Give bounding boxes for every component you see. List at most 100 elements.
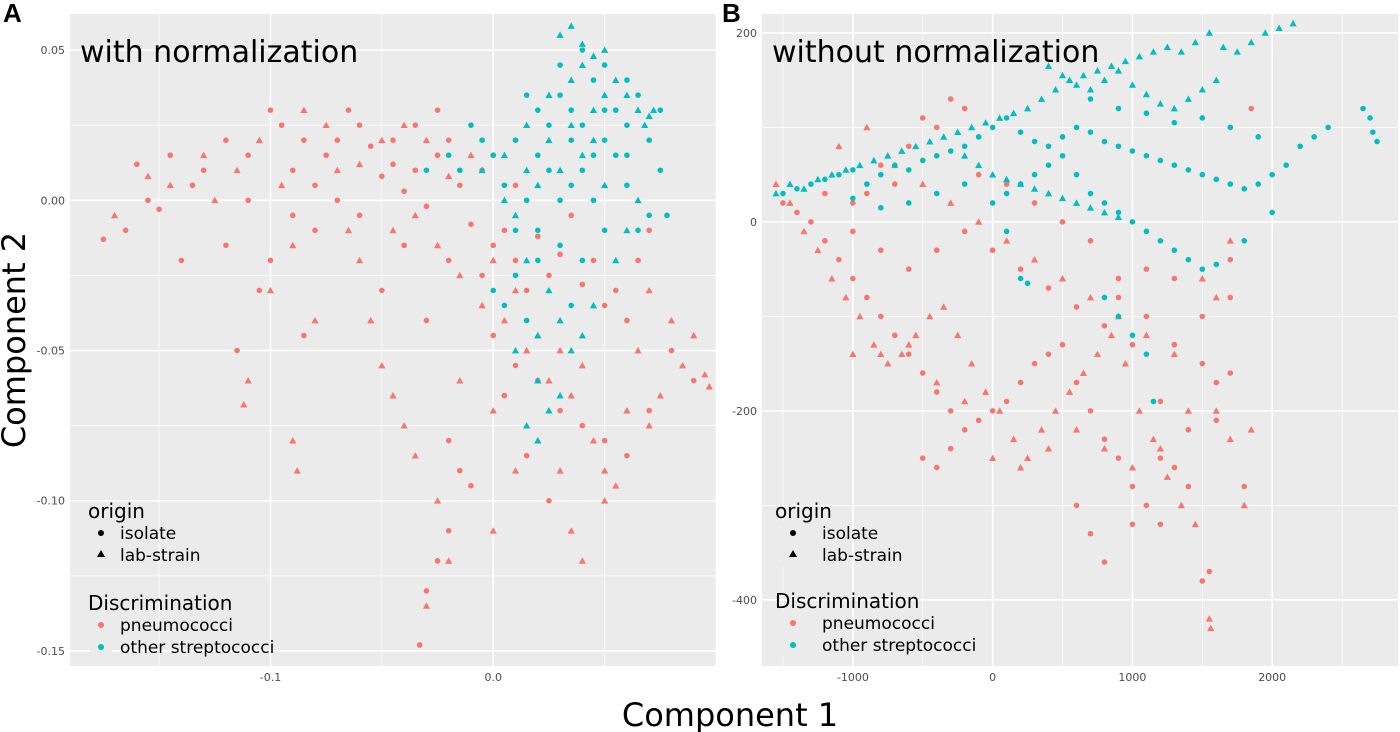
panel-b-point-s2-37 bbox=[1297, 143, 1303, 150]
panel-b-point-s2-74 bbox=[1241, 237, 1248, 244]
panel-b-point-s0-6 bbox=[864, 294, 870, 301]
panel-b-point-s1-3 bbox=[814, 246, 822, 254]
panel-a-point-s2-46 bbox=[512, 227, 519, 234]
panel-a-ytick-label-1: 0.00 bbox=[41, 194, 66, 207]
panel-b-point-s0-16 bbox=[1003, 398, 1010, 405]
panel-b-point-s3-38 bbox=[1044, 62, 1053, 69]
panel-a-point-s0-33 bbox=[546, 272, 552, 279]
panel-a-point-s0-19 bbox=[390, 161, 396, 168]
panel-a-point-s1-63 bbox=[355, 256, 364, 264]
panel-b-point-s1-7 bbox=[870, 341, 878, 348]
panel-b-point-s2-34 bbox=[1255, 181, 1262, 187]
panel-b-point-s3-57 bbox=[1044, 189, 1053, 197]
panel-b-point-s2-25 bbox=[1129, 148, 1136, 154]
panel-b-point-s1-30 bbox=[1191, 520, 1199, 528]
panel-a-point-s3-33 bbox=[578, 331, 586, 339]
panel-a-point-s1-59 bbox=[601, 497, 609, 504]
panel-b-point-s0-25 bbox=[1129, 483, 1136, 490]
panel-b-point-s1-37 bbox=[835, 142, 843, 150]
panel-a-point-s3-3 bbox=[589, 52, 598, 59]
panel-a-point-s3-30 bbox=[534, 437, 542, 444]
panel-a-point-s1-13 bbox=[355, 160, 364, 168]
panel-b-legend-pneumococci-label: pneumococci bbox=[822, 614, 935, 634]
panel-b-point-s0-17 bbox=[1017, 379, 1024, 386]
panel-b-point-s2-45 bbox=[1003, 190, 1010, 197]
panel-a-point-s0-85 bbox=[479, 272, 485, 279]
panel-a-point-s1-1 bbox=[144, 172, 152, 180]
panel-b-point-s1-28 bbox=[1163, 473, 1171, 480]
panel-b-point-s1-19 bbox=[1037, 426, 1046, 433]
panel-a-point-s1-23 bbox=[478, 301, 486, 309]
panel-b-point-s2-78 bbox=[1199, 115, 1206, 121]
panel-a-point-s0-4 bbox=[178, 257, 185, 264]
panel-b-point-s3-54 bbox=[1003, 175, 1011, 183]
panel-a-point-s2-43 bbox=[579, 167, 586, 174]
panel-a-point-s2-41 bbox=[534, 152, 541, 159]
panel-b-point-s0-51 bbox=[1003, 181, 1010, 187]
panel-a-point-s3-27 bbox=[534, 376, 542, 384]
panel-a-point-s0-66 bbox=[546, 497, 552, 504]
panel-a-point-s2-4 bbox=[579, 122, 586, 128]
panel-b-legend-other-label: other streptococci bbox=[822, 636, 976, 656]
panel-b-point-s2-75 bbox=[1269, 209, 1275, 216]
panel-a-point-s0-80 bbox=[434, 107, 441, 113]
panel-a-point-s0-61 bbox=[423, 588, 430, 594]
panel-b-point-s2-63 bbox=[1129, 332, 1136, 339]
panel-b-point-s2-55 bbox=[1143, 228, 1150, 235]
panel-b-point-s0-52 bbox=[1031, 200, 1038, 206]
panel-b-point-s1-43 bbox=[1003, 237, 1011, 244]
panel-b-point-s0-54 bbox=[1087, 237, 1094, 244]
panel-a-ytick-label-4: -0.15 bbox=[37, 645, 65, 658]
panel-a-ytick-label-0: 0.05 bbox=[41, 44, 66, 57]
panel-b-xtick-label-1: 0 bbox=[989, 671, 996, 684]
panel-a-point-s2-0 bbox=[512, 137, 519, 143]
panel-a-point-s1-10 bbox=[322, 121, 330, 129]
panel-a-point-s1-65 bbox=[656, 391, 664, 399]
panel-a-tick-labels: -0.1 0.0 0.05 0.00 -0.05 -0.10 -0.15 bbox=[37, 44, 502, 684]
panel-b-point-s0-78 bbox=[1171, 275, 1178, 282]
panel-b-point-s0-42 bbox=[905, 143, 912, 150]
panel-b-point-s1-40 bbox=[919, 180, 927, 187]
panel-b-point-s3-2 bbox=[800, 185, 808, 192]
panel-b-point-s1-2 bbox=[800, 227, 808, 235]
panel-a-point-s1-58 bbox=[567, 527, 575, 534]
panel-a-point-s0-60 bbox=[434, 558, 441, 564]
panel-b-point-s2-59 bbox=[1199, 266, 1206, 272]
panel-b-point-s0-35 bbox=[1199, 578, 1206, 584]
panel-b-point-s2-70 bbox=[933, 190, 940, 197]
panel-a-point-s3-5 bbox=[578, 61, 586, 68]
panel-a-point-s3-37 bbox=[634, 196, 642, 204]
panel-a-point-s0-16 bbox=[356, 122, 363, 128]
panel-b-point-s0-38 bbox=[933, 464, 940, 471]
panel-b-point-s2-8 bbox=[891, 162, 898, 168]
panel-a-point-s0-36 bbox=[579, 281, 586, 288]
panel-a-point-s1-37 bbox=[634, 346, 642, 354]
panel-a-point-s2-51 bbox=[445, 152, 452, 159]
panel-a-point-s2-32 bbox=[457, 167, 463, 174]
panel-b-point-s2-16 bbox=[1003, 115, 1010, 121]
panel-a-point-s0-84 bbox=[512, 182, 519, 189]
panel-a-point-s3-26 bbox=[511, 346, 520, 354]
panel-b-legend-lab-strain-label: lab-strain bbox=[822, 546, 903, 566]
panel-b-point-s0-43 bbox=[933, 124, 940, 131]
panel-a-point-s3-22 bbox=[523, 256, 531, 264]
panel-a-point-s0-14 bbox=[334, 137, 341, 143]
panel-a-point-s0-29 bbox=[501, 227, 508, 234]
panel-a-point-s1-29 bbox=[545, 376, 553, 384]
panel-b-point-s0-82 bbox=[1227, 256, 1234, 263]
panel-b-point-s2-12 bbox=[947, 148, 954, 154]
panel-b-point-s1-65 bbox=[1212, 293, 1220, 301]
panel-b-point-s2-18 bbox=[1031, 138, 1038, 145]
panel-a-point-s2-22 bbox=[468, 122, 474, 128]
panel-b-point-s2-30 bbox=[1199, 171, 1206, 178]
panel-b-point-s0-0 bbox=[780, 200, 786, 206]
panel-a-point-s2-19 bbox=[624, 182, 630, 189]
panel-a-point-s2-24 bbox=[557, 242, 563, 249]
panel-a-point-s3-42 bbox=[523, 121, 531, 129]
panel-a-point-s0-20 bbox=[401, 188, 407, 195]
panel-a-point-s1-12 bbox=[344, 226, 353, 234]
panel-a-point-s2-28 bbox=[557, 62, 563, 68]
panel-b-point-s2-77 bbox=[1227, 124, 1234, 131]
panel-b-point-s0-48 bbox=[864, 190, 870, 197]
panel-b-point-s3-39 bbox=[1058, 71, 1067, 79]
